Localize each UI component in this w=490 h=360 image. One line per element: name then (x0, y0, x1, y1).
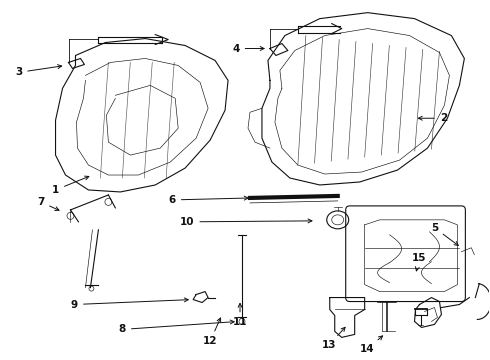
Text: 11: 11 (233, 303, 247, 328)
Text: 4: 4 (232, 44, 264, 54)
Text: 10: 10 (180, 217, 312, 227)
Text: 15: 15 (412, 253, 427, 271)
Text: 3: 3 (15, 65, 62, 77)
Text: 6: 6 (169, 195, 248, 205)
Text: 1: 1 (52, 176, 89, 195)
Text: 13: 13 (321, 327, 345, 350)
Text: 14: 14 (359, 336, 383, 354)
Text: 5: 5 (431, 223, 458, 246)
Text: 9: 9 (71, 298, 188, 310)
Text: 7: 7 (37, 197, 59, 211)
Text: 2: 2 (418, 113, 447, 123)
Text: 12: 12 (203, 318, 220, 346)
Text: 8: 8 (119, 320, 234, 334)
